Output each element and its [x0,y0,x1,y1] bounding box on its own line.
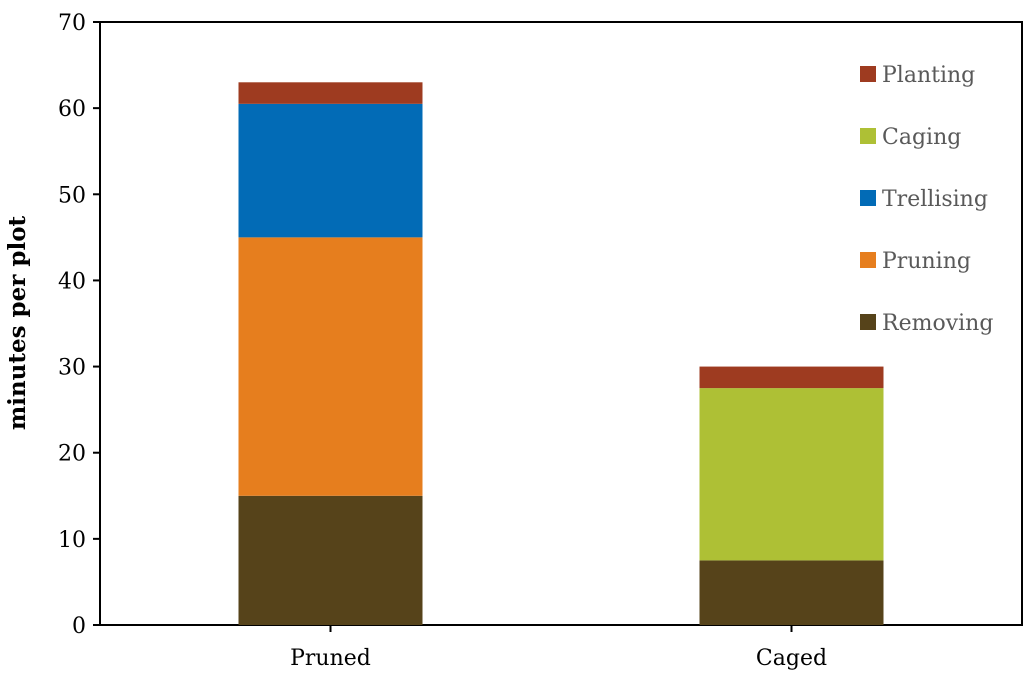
y-tick-label: 40 [58,269,86,294]
bar-caged-planting [699,366,884,389]
y-tick-label: 70 [58,11,86,36]
y-tick-label: 0 [72,614,86,639]
y-tick-label: 60 [58,97,86,122]
bars [238,82,884,625]
legend-label-caging: Caging [882,125,961,150]
bar-pruned-trellising [238,103,423,238]
x-tick-label: Caged [756,646,827,671]
y-tick-label: 10 [58,528,86,553]
bar-pruned-planting [238,82,423,104]
y-tick-label: 50 [58,183,86,208]
legend-swatch-caging [860,128,876,144]
y-axis: 0 10 20 30 40 50 60 70 [58,11,100,639]
legend-label-trellising: Trellising [882,187,988,212]
legend-swatch-trellising [860,190,876,206]
bar-pruned-pruning [238,237,423,496]
y-tick-label: 20 [58,442,86,467]
legend-swatch-pruning [860,252,876,268]
legend-label-pruning: Pruning [882,249,971,274]
legend-swatch-planting [860,66,876,82]
legend: Planting Caging Trellising Pruning Removing [860,63,993,336]
y-axis-title: minutes per plot [4,215,31,430]
bar-caged-removing [699,560,884,625]
y-tick-label: 30 [58,356,86,381]
bar-caged-caging [699,388,884,561]
legend-label-planting: Planting [882,63,975,88]
legend-label-removing: Removing [882,311,993,336]
x-axis: Pruned Caged [290,625,827,671]
bar-pruned-removing [238,495,423,625]
x-tick-label: Pruned [290,646,371,671]
legend-swatch-removing [860,314,876,330]
